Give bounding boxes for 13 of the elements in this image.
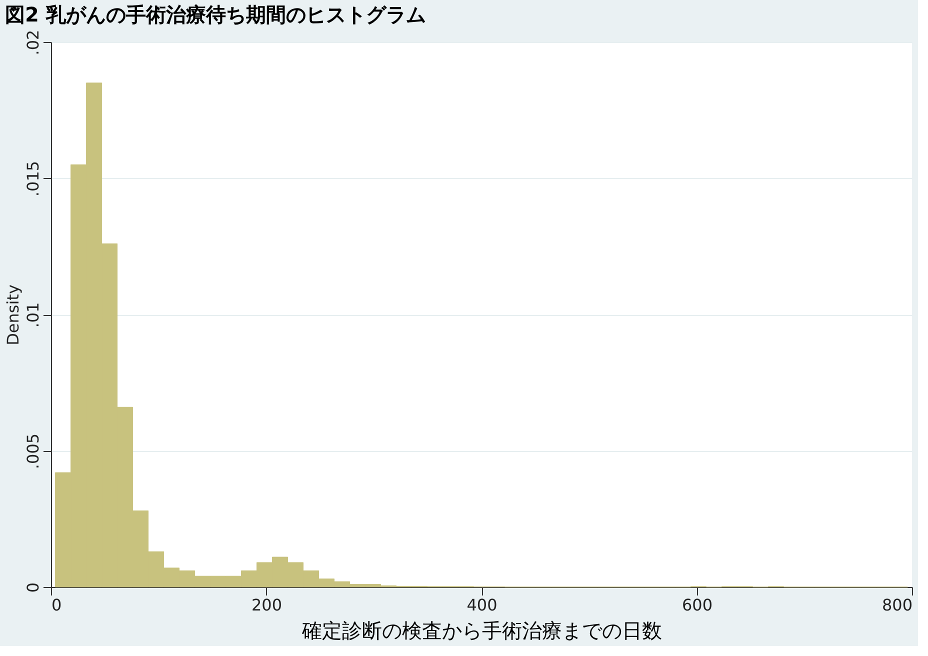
x-tick-label: 800 — [882, 596, 912, 614]
x-tick-label: 0 — [52, 596, 62, 614]
chart-title: 図2 乳がんの手術治療待ち期間のヒストグラム — [5, 2, 426, 26]
x-tick-label: 400 — [466, 596, 498, 614]
x-axis-title: 確定診断の検査から手術治療までの日数 — [301, 618, 662, 642]
y-tick-label: .02 — [24, 30, 42, 56]
y-tick-label: .015 — [24, 160, 42, 197]
y-axis-title: Density — [4, 284, 22, 346]
y-tick-label: 0 — [24, 582, 42, 593]
x-tick-label: 200 — [251, 596, 282, 614]
x-tick-label: 600 — [682, 596, 713, 614]
y-tick-label: .01 — [24, 302, 42, 328]
y-tick-label: .005 — [24, 433, 42, 470]
